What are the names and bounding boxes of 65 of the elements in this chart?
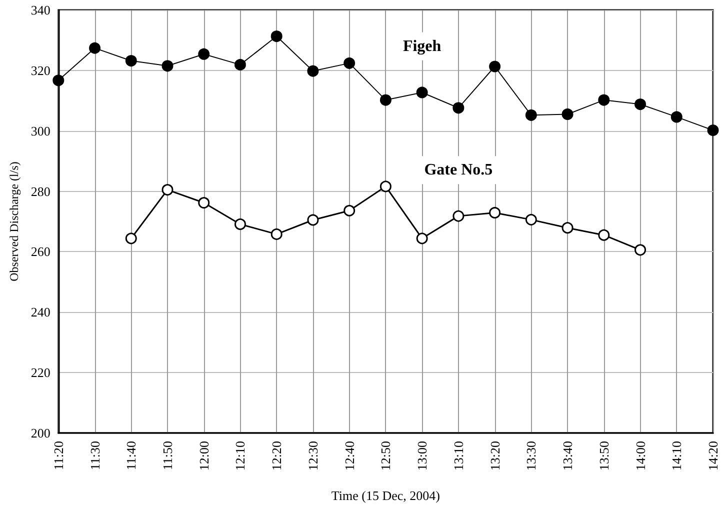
point (598, 229, 610, 241)
point (162, 184, 174, 196)
x-tick-label: 13:30 (524, 441, 539, 471)
series-label: Gate No.5 (424, 162, 493, 179)
point (162, 60, 174, 72)
x-tick-label: 12:10 (232, 441, 248, 471)
point (489, 206, 501, 218)
point (198, 48, 210, 60)
y-tick-label: 300 (30, 123, 50, 138)
point (634, 98, 646, 110)
point (380, 180, 392, 192)
y-tick-label: 280 (30, 184, 50, 199)
point (344, 57, 356, 69)
x-tick-label: 13:10 (450, 441, 466, 471)
point (452, 102, 464, 114)
point (234, 218, 246, 230)
x-tick-label: 12:50 (378, 441, 394, 471)
point (416, 232, 428, 244)
x-tick-label: 12:30 (305, 441, 320, 471)
point (707, 124, 719, 136)
x-tick-label: 14:10 (669, 441, 684, 471)
x-tick-label: 13:50 (596, 441, 612, 471)
x-tick-label: 12:20 (269, 441, 284, 471)
x-tick-label: 12:40 (342, 441, 357, 471)
x-tick-label: 11:50 (160, 441, 175, 470)
point (270, 30, 282, 42)
y-tick-label: 200 (30, 426, 50, 440)
x-tick-label: 11:30 (87, 441, 102, 470)
y-tick-label: 260 (30, 244, 50, 260)
x-axis-title: Time (15 Dec, 2004) (331, 488, 440, 503)
point (52, 74, 64, 86)
x-tick-label: 13:20 (487, 441, 502, 471)
point (562, 108, 574, 120)
x-tick-label: 14:20 (706, 441, 720, 471)
point (634, 244, 646, 256)
point (234, 58, 246, 70)
point (125, 55, 137, 67)
point (307, 214, 319, 226)
y-tick-label: 220 (30, 365, 50, 380)
point (198, 197, 210, 209)
y-tick-label: 240 (30, 304, 50, 320)
point (307, 65, 319, 77)
x-tick-label: 13:40 (560, 441, 576, 471)
x-tick-label: 13:00 (414, 441, 430, 471)
point (670, 111, 682, 123)
point (525, 109, 537, 121)
x-tick-label: 11:20 (50, 441, 66, 470)
text: Figeh (402, 38, 442, 55)
point (344, 204, 356, 216)
point (598, 94, 610, 106)
point (89, 42, 101, 54)
x-tick-label: 12:00 (196, 441, 212, 471)
point (562, 222, 574, 234)
x-tick-label: 11:40 (124, 441, 139, 470)
point (125, 232, 137, 244)
x-tick-label: 14:00 (632, 441, 648, 471)
point (489, 60, 501, 72)
y-tick-label: 320 (30, 62, 50, 78)
point (416, 86, 428, 98)
point (525, 214, 537, 226)
y-axis-title: Observed Discharge (l/s) (7, 162, 21, 282)
point (270, 228, 282, 240)
point (452, 210, 464, 222)
y-tick-label: 340 (30, 2, 50, 18)
point (380, 94, 392, 106)
